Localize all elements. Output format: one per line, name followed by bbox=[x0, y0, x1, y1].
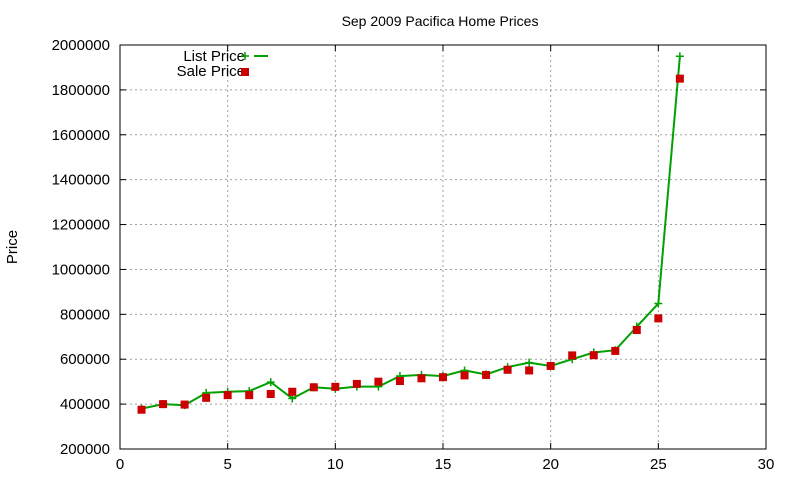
sale-price-point bbox=[137, 405, 146, 414]
x-tick-label: 30 bbox=[758, 456, 775, 473]
legend-marker-sale-price bbox=[241, 68, 249, 76]
sale-price-point bbox=[374, 377, 383, 386]
sale-price-point bbox=[159, 400, 168, 409]
sale-price-point bbox=[266, 390, 275, 399]
y-tick-label: 1800000 bbox=[52, 82, 110, 99]
sale-price-point bbox=[482, 370, 491, 379]
sale-price-point bbox=[632, 326, 641, 335]
sale-price-point bbox=[460, 371, 469, 380]
chart-title: Sep 2009 Pacifica Home Prices bbox=[342, 13, 539, 29]
y-tick-label: 1200000 bbox=[52, 217, 110, 234]
sale-price-point bbox=[589, 351, 598, 360]
x-tick-label: 5 bbox=[223, 456, 231, 473]
list-price-point bbox=[675, 52, 684, 61]
sale-price-point bbox=[331, 382, 340, 391]
list-price-point bbox=[525, 358, 534, 367]
sale-price-point bbox=[245, 391, 254, 400]
legend-label-sale-price: Sale Price bbox=[177, 63, 245, 80]
x-tick-label: 0 bbox=[116, 456, 124, 473]
y-tick-label: 1600000 bbox=[52, 127, 110, 144]
y-tick-label: 1400000 bbox=[52, 172, 110, 189]
legend: List Price Sale Price bbox=[177, 48, 268, 80]
sale-price-point bbox=[503, 365, 512, 374]
sale-price-point bbox=[202, 393, 211, 402]
y-tick-label: 600000 bbox=[60, 351, 110, 368]
y-tick-label: 800000 bbox=[60, 306, 110, 323]
y-tick-label: 2000000 bbox=[52, 37, 110, 54]
sale-price-point bbox=[525, 366, 534, 375]
sale-price-point bbox=[288, 387, 297, 396]
sale-price-point bbox=[180, 400, 189, 409]
sale-price-point bbox=[417, 374, 426, 383]
sale-price-point bbox=[546, 361, 555, 370]
sale-price-point bbox=[611, 346, 620, 355]
sale-price-point bbox=[309, 383, 318, 392]
y-tick-label: 1000000 bbox=[52, 261, 110, 278]
grid bbox=[120, 45, 766, 449]
sale-price-point bbox=[223, 391, 232, 400]
list-price-point bbox=[654, 299, 663, 308]
y-tick-label: 200000 bbox=[60, 441, 110, 458]
sale-price-point bbox=[395, 376, 404, 385]
y-tick-label: 400000 bbox=[60, 396, 110, 413]
x-tick-label: 20 bbox=[542, 456, 559, 473]
sale-price-point bbox=[654, 314, 663, 323]
sale-price-point bbox=[568, 351, 577, 360]
axis-ticks: 0 5 10 15 20 25 30 200000 400000 600000 800000 1000… bbox=[52, 37, 775, 473]
x-tick-label: 25 bbox=[650, 456, 667, 473]
plot-frame bbox=[119, 44, 767, 450]
legend-marker-list-price bbox=[241, 52, 249, 60]
legend-label-list-price: List Price bbox=[183, 48, 245, 65]
sale-price-point bbox=[675, 74, 684, 83]
list-price-point bbox=[288, 394, 297, 403]
x-tick-label: 15 bbox=[435, 456, 452, 473]
sale-price-point bbox=[439, 373, 447, 382]
sale-price-point bbox=[352, 379, 361, 388]
list-price-point bbox=[266, 378, 275, 387]
list-price-line bbox=[141, 56, 681, 410]
y-axis-label: Price bbox=[4, 230, 21, 264]
x-tick-label: 10 bbox=[327, 456, 344, 473]
plot-area bbox=[137, 52, 684, 414]
